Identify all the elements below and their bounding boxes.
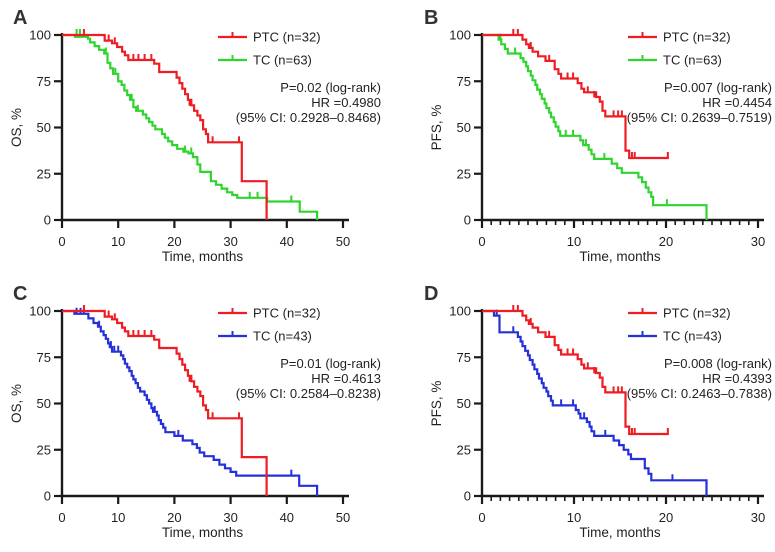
panel-A-y-axis-title: OS, % <box>9 108 24 147</box>
panel-C-y-tick-label: 0 <box>44 489 51 504</box>
panel-A-y-tick-label: 50 <box>37 120 51 135</box>
panel-D-curve-tc <box>482 309 708 496</box>
panel-B-stats-line: HR =0.4454 <box>702 95 772 110</box>
panel-D-y-tick-label: 25 <box>457 442 471 457</box>
panel-D-x-axis-title: Time, months <box>579 525 661 540</box>
panel-C-x-tick-label: 0 <box>58 510 65 525</box>
panel-B-stats-line: P=0.007 (log-rank) <box>664 80 772 95</box>
panel-D-y-tick-label: 0 <box>464 489 471 504</box>
panel-C-y-tick-label: 75 <box>37 350 51 365</box>
panel-A-x-tick-label: 40 <box>280 234 294 249</box>
panel-B-legend-label: PTC (n=32) <box>663 30 731 45</box>
panel-A-x-axis-title: Time, months <box>162 249 244 264</box>
panel-A-y-tick-label: 100 <box>29 28 51 43</box>
panel-A-x-tick-label: 30 <box>223 234 237 249</box>
panel-A-legend-label: TC (n=63) <box>253 53 312 68</box>
panel-C-stats-line: (95% CI: 0.2584–0.8238) <box>236 386 381 401</box>
panel-B-y-tick-label: 100 <box>449 28 471 43</box>
panel-D-y-tick-label: 100 <box>449 304 471 319</box>
panel-D-x-tick-label: 0 <box>478 510 485 525</box>
panel-C-x-tick-label: 50 <box>336 510 350 525</box>
panel-A-y-tick-label: 25 <box>37 166 51 181</box>
panel-A-legend-label: PTC (n=32) <box>253 30 321 45</box>
panel-A-y-tick-label: 75 <box>37 74 51 89</box>
panel-B-curve-tc <box>482 33 708 220</box>
panel-B-curve-ptc <box>482 33 669 160</box>
panel-A-x-tick-label: 0 <box>58 234 65 249</box>
panel-A-stats-line: P=0.02 (log-rank) <box>280 80 381 95</box>
panel-C-x-tick-label: 10 <box>111 510 125 525</box>
panel-D-legend-label: TC (n=43) <box>663 329 722 344</box>
panel-B-y-tick-label: 50 <box>457 120 471 135</box>
panel-B-y-tick-label: 0 <box>464 213 471 228</box>
panel-C-curve-tc <box>62 309 319 496</box>
panel-A-x-tick-label: 10 <box>111 234 125 249</box>
panel-A-label: A <box>13 7 27 29</box>
panel-C-legend-label: TC (n=43) <box>253 329 312 344</box>
panel-C-stats-line: P=0.01 (log-rank) <box>280 356 381 371</box>
panel-B-x-tick-label: 20 <box>659 234 673 249</box>
panel-C-x-tick-label: 30 <box>223 510 237 525</box>
panel-C-x-axis-title: Time, months <box>162 525 244 540</box>
panel-A-stats-line: HR =0.4980 <box>311 95 381 110</box>
panel-B-label: B <box>424 7 438 29</box>
panel-C-y-tick-label: 50 <box>37 396 51 411</box>
panel-C-stats-line: HR =0.4613 <box>311 371 381 386</box>
panel-D-label: D <box>424 283 438 305</box>
panel-B-stats-line: (95% CI: 0.2639–0.7519) <box>627 110 772 125</box>
panel-D-x-tick-label: 10 <box>567 510 581 525</box>
panel-D-legend-label: PTC (n=32) <box>663 306 731 321</box>
panel-B-y-tick-label: 25 <box>457 166 471 181</box>
panel-D-stats-line: P=0.008 (log-rank) <box>664 356 772 371</box>
panel-B-y-axis-title: PFS, % <box>429 105 444 151</box>
panel-B-x-tick-label: 10 <box>567 234 581 249</box>
panel-D-y-tick-label: 75 <box>457 350 471 365</box>
panel-B-x-axis-title: Time, months <box>579 249 661 264</box>
panel-A-curve-tc <box>62 33 319 220</box>
panel-C-legend-label: PTC (n=32) <box>253 306 321 321</box>
panel-D-stats-line: HR =0.4393 <box>702 371 772 386</box>
panel-B-x-tick-label: 30 <box>751 234 765 249</box>
panel-C-x-tick-label: 40 <box>280 510 294 525</box>
panel-A-curve-ptc <box>62 33 268 220</box>
panel-B-legend-label: TC (n=63) <box>663 53 722 68</box>
panel-C-x-tick-label: 20 <box>167 510 181 525</box>
panel-D-stats-line: (95% CI: 0.2463–0.7838) <box>627 386 772 401</box>
panel-D-curve-ptc <box>482 309 669 436</box>
panel-C-y-axis-title: OS, % <box>9 384 24 423</box>
panel-D-y-tick-label: 50 <box>457 396 471 411</box>
panel-C-label: C <box>13 283 27 305</box>
panel-A-stats-line: (95% CI: 0.2928–0.8468) <box>236 110 381 125</box>
panel-B-y-tick-label: 75 <box>457 74 471 89</box>
panel-A-y-tick-label: 0 <box>44 213 51 228</box>
panel-D-y-axis-title: PFS, % <box>429 381 444 427</box>
panel-D-x-tick-label: 30 <box>751 510 765 525</box>
panel-C-curve-ptc <box>62 309 268 496</box>
panel-D-x-tick-label: 20 <box>659 510 673 525</box>
panel-B-x-tick-label: 0 <box>478 234 485 249</box>
panel-C-y-tick-label: 25 <box>37 442 51 457</box>
panel-A-x-tick-label: 50 <box>336 234 350 249</box>
panel-A-x-tick-label: 20 <box>167 234 181 249</box>
panel-C-y-tick-label: 100 <box>29 304 51 319</box>
